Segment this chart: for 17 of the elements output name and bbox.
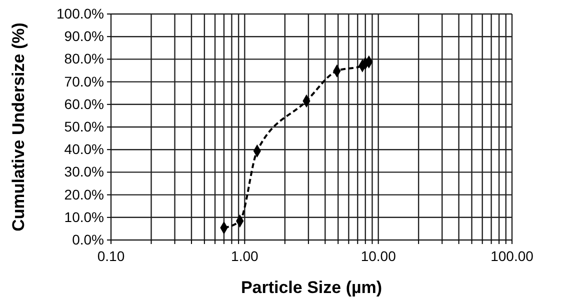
x-tick-label: 100.00 xyxy=(490,248,534,264)
y-tick-label: 80.0% xyxy=(64,50,104,67)
y-tick-label: 100.0% xyxy=(56,5,104,22)
y-tick-label: 0.0% xyxy=(72,231,104,248)
x-axis-title: Particle Size (µm) xyxy=(240,278,382,297)
x-tick-label: 1.00 xyxy=(231,248,259,264)
y-tick-label: 50.0% xyxy=(64,118,104,134)
y-tick-label: 60.0% xyxy=(64,96,104,112)
y-tick-label: 30.0% xyxy=(64,164,104,180)
y-tick-label: 90.0% xyxy=(64,28,104,44)
y-tick-label: 40.0% xyxy=(64,141,104,158)
x-tick-label: 10.00 xyxy=(360,248,396,264)
x-tick-label: 0.10 xyxy=(97,248,125,264)
y-axis-title: Cumulative Undersize (%) xyxy=(9,22,28,232)
y-tick-label: 20.0% xyxy=(64,186,104,202)
y-tick-label: 10.0% xyxy=(64,208,104,225)
y-tick-label: 70.0% xyxy=(64,73,104,90)
